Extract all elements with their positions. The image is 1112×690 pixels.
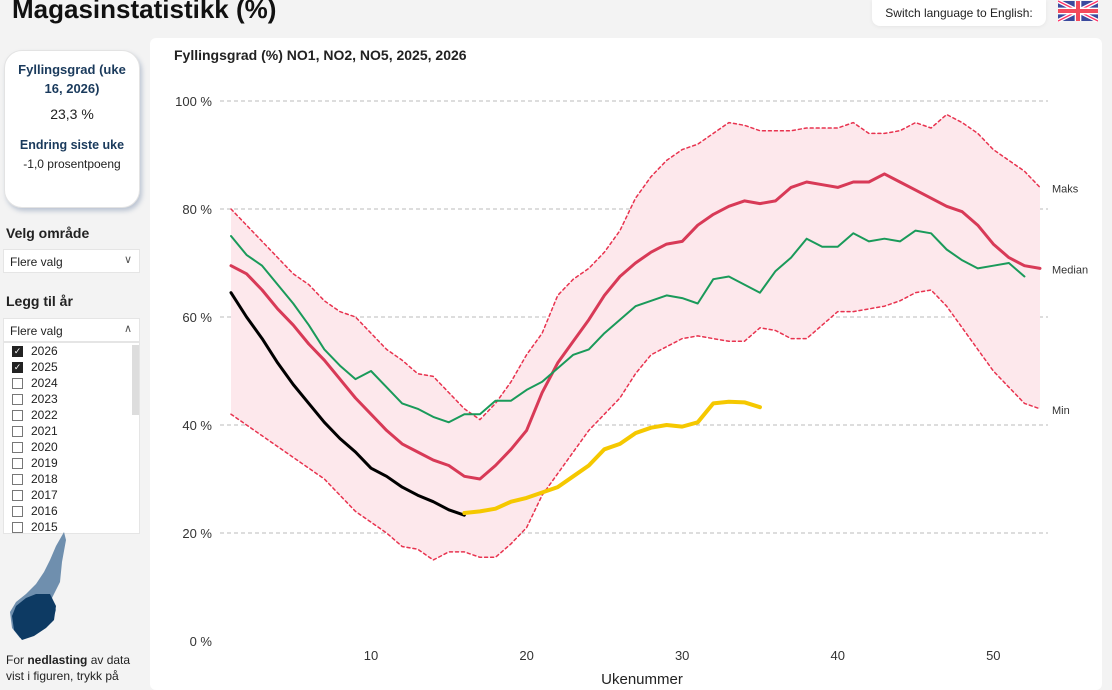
series-label: Min xyxy=(1052,405,1070,417)
area-filter-label: Velg område xyxy=(6,225,90,241)
area-dropdown-value: Flere valg xyxy=(10,255,63,269)
x-tick-label: 40 xyxy=(831,648,845,663)
switch-language-label: Switch language to English: xyxy=(872,0,1046,26)
checkbox[interactable] xyxy=(12,521,23,533)
year-option[interactable]: 2024 xyxy=(4,375,139,391)
x-tick-label: 30 xyxy=(675,648,689,663)
y-tick-label: 80 % xyxy=(182,202,212,217)
kpi-change-value: -1,0 prosentpoeng xyxy=(23,157,121,171)
year-label: 2015 xyxy=(31,520,58,534)
year-label: 2020 xyxy=(31,440,58,454)
checkbox[interactable] xyxy=(12,473,23,485)
y-tick-label: 100 % xyxy=(175,94,212,109)
uk-flag-icon[interactable] xyxy=(1058,0,1098,22)
year-label: 2018 xyxy=(31,472,58,486)
year-label: 2016 xyxy=(31,504,58,518)
series-line-min[interactable] xyxy=(230,289,1041,561)
checkbox[interactable] xyxy=(12,489,23,501)
year-dropdown-value: Flere valg xyxy=(10,324,63,338)
x-tick-label: 10 xyxy=(364,648,378,663)
kpi-change-heading: Endring siste uke xyxy=(19,138,125,152)
year-option[interactable]: 2015 xyxy=(4,519,139,534)
scrollbar[interactable] xyxy=(132,345,139,415)
y-tick-label: 0 % xyxy=(190,634,213,649)
kpi-heading: Fyllingsgrad (uke 16, 2026) xyxy=(18,62,126,96)
year-dropdown[interactable]: Flere valg ∧ xyxy=(3,318,140,342)
year-label: 2021 xyxy=(31,424,58,438)
year-label: 2022 xyxy=(31,408,58,422)
year-option[interactable]: 2022 xyxy=(4,407,139,423)
min-max-band xyxy=(231,114,1040,560)
checkbox[interactable] xyxy=(12,441,23,453)
series-line-maks[interactable] xyxy=(230,113,1041,421)
download-text-prefix: For xyxy=(6,653,28,667)
sidebar: Fyllingsgrad (uke 16, 2026) 23,3 % Endri… xyxy=(0,38,150,690)
y-tick-label: 60 % xyxy=(182,310,212,325)
year-option[interactable]: ✓ 2026 xyxy=(4,343,139,359)
year-list: ✓ 2026 ✓ 2025 2024 2023 2022 2021 2020 2019 2018 20… xyxy=(3,342,140,534)
x-tick-label: 50 xyxy=(986,648,1000,663)
year-label: 2017 xyxy=(31,488,58,502)
checkbox[interactable] xyxy=(12,425,23,437)
year-option[interactable]: 2023 xyxy=(4,391,139,407)
chart-title: Fyllingsgrad (%) NO1, NO2, NO5, 2025, 20… xyxy=(174,47,467,63)
year-label: 2025 xyxy=(31,360,58,374)
y-tick-label: 40 % xyxy=(182,418,212,433)
year-option[interactable]: 2016 xyxy=(4,503,139,519)
kpi-card: Fyllingsgrad (uke 16, 2026) 23,3 % Endri… xyxy=(4,50,140,208)
year-option[interactable]: 2020 xyxy=(4,439,139,455)
x-tick-label: 20 xyxy=(519,648,533,663)
checkbox[interactable]: ✓ xyxy=(12,361,23,373)
checkbox[interactable] xyxy=(12,377,23,389)
year-label: 2023 xyxy=(31,392,58,406)
year-option[interactable]: 2021 xyxy=(4,423,139,439)
year-option[interactable]: 2019 xyxy=(4,455,139,471)
kpi-value: 23,3 % xyxy=(50,106,94,122)
norway-map-icon[interactable] xyxy=(6,532,66,642)
year-option[interactable]: ✓ 2025 xyxy=(4,359,139,375)
year-option[interactable]: 2017 xyxy=(4,487,139,503)
checkbox[interactable] xyxy=(12,409,23,421)
year-label: 2019 xyxy=(31,456,58,470)
year-label: 2024 xyxy=(31,376,58,390)
year-option[interactable]: 2018 xyxy=(4,471,139,487)
series-line-3[interactable] xyxy=(230,229,1026,424)
x-axis-label: Ukenummer xyxy=(601,671,683,688)
checkbox[interactable] xyxy=(12,505,23,517)
series-line-median[interactable] xyxy=(229,172,1042,481)
download-link[interactable]: nedlasting xyxy=(27,653,88,667)
series-label: Maks xyxy=(1052,183,1079,195)
checkbox[interactable] xyxy=(12,457,23,469)
year-label: 2026 xyxy=(31,344,58,358)
download-info: For nedlasting av data vist i figuren, t… xyxy=(6,652,146,684)
series-line-4[interactable] xyxy=(229,291,466,517)
series-label: Median xyxy=(1052,264,1088,276)
y-tick-label: 20 % xyxy=(182,526,212,541)
chevron-down-icon: ∨ xyxy=(123,254,132,266)
page-title: Magasinstatistikk (%) xyxy=(12,0,277,24)
checkbox[interactable]: ✓ xyxy=(12,345,23,357)
chevron-up-icon: ∧ xyxy=(123,323,132,335)
download-text-suffix: av data vist i figuren, trykk på xyxy=(6,653,131,683)
series-line-5[interactable] xyxy=(462,399,762,516)
checkbox[interactable] xyxy=(12,393,23,405)
area-dropdown[interactable]: Flere valg ∨ xyxy=(3,249,140,273)
year-filter-label: Legg til år xyxy=(6,293,73,309)
